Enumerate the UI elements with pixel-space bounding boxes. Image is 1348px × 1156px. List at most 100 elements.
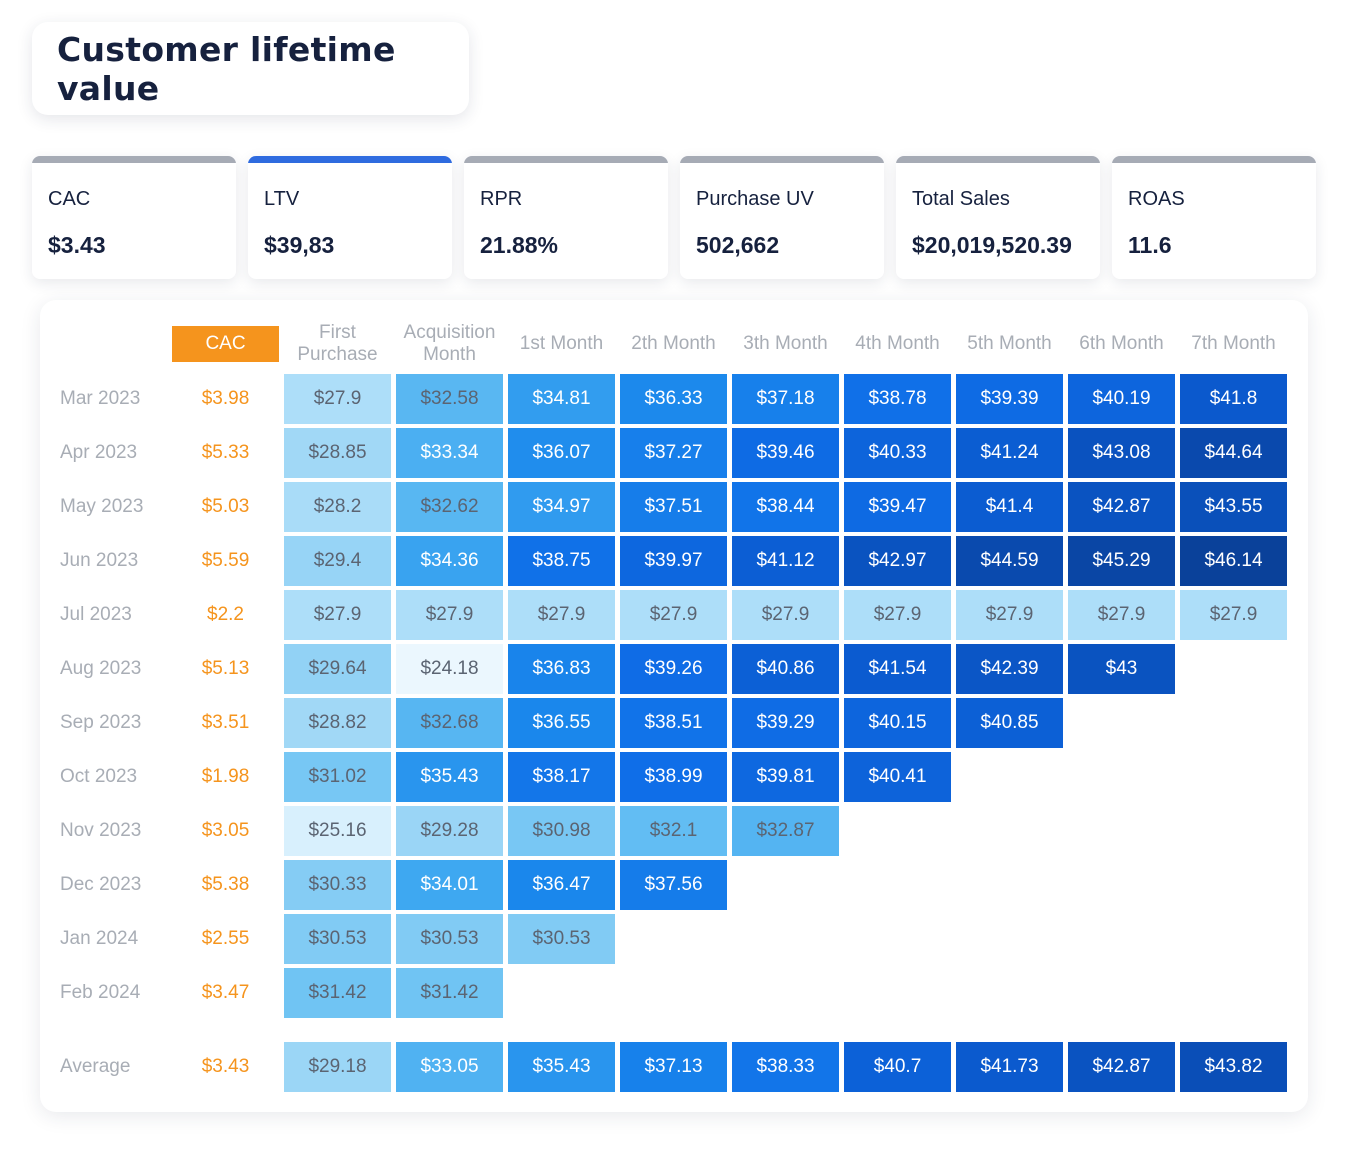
title-card: Customer lifetime value: [32, 22, 469, 115]
heatmap-cell: $38.75: [508, 536, 615, 586]
kpi-label: ROAS: [1128, 188, 1185, 210]
heatmap-cell: $24.18: [396, 644, 503, 694]
heatmap-cell: $32.62: [396, 482, 503, 532]
row-label: Jul 2023: [60, 604, 132, 625]
heatmap-cell: $38.78: [844, 374, 951, 424]
heatmap-cell: $27.9: [508, 590, 615, 640]
heatmap-cell: $31.42: [396, 968, 503, 1018]
heatmap-cell: $29.28: [396, 806, 503, 856]
kpi-value: $39,83: [264, 232, 335, 258]
heatmap-cell: $39.39: [956, 374, 1063, 424]
heatmap-cell: $40.33: [844, 428, 951, 478]
kpi-label: CAC: [48, 188, 91, 210]
heatmap-cell: $30.53: [284, 914, 391, 964]
column-header: 7th Month: [1191, 333, 1276, 354]
average-cell: $35.43: [508, 1042, 615, 1092]
kpi-card-roas[interactable]: ROAS 11.6: [1112, 156, 1316, 279]
row-label: May 2023: [60, 496, 144, 517]
heatmap-cell: $45.29: [1068, 536, 1175, 586]
row-label: Jun 2023: [60, 550, 139, 571]
kpi-label: Total Sales: [912, 188, 1010, 210]
heatmap-cell: $31.02: [284, 752, 391, 802]
heatmap-cell: $41.4: [956, 482, 1063, 532]
ltv-cohort-panel: CAC First Purchase Acquisition Month 1st Mo…: [40, 300, 1308, 1112]
heatmap-cell: $39.81: [732, 752, 839, 802]
heatmap-cell: $29.4: [284, 536, 391, 586]
heatmap-cell: $43.08: [1068, 428, 1175, 478]
heatmap-cell: $30.98: [508, 806, 615, 856]
kpi-value: $20,019,520.39: [912, 232, 1072, 258]
average-cell: $37.13: [620, 1042, 727, 1092]
heatmap-cell: $37.27: [620, 428, 727, 478]
heatmap-cell: $44.59: [956, 536, 1063, 586]
average-cell: $41.73: [956, 1042, 1063, 1092]
cac-value: $3.51: [201, 712, 250, 733]
heatmap-cell: $35.43: [396, 752, 503, 802]
heatmap-cell: $32.68: [396, 698, 503, 748]
cac-column-header: CAC: [172, 326, 279, 362]
heatmap-cell: $40.41: [844, 752, 951, 802]
heatmap-cell: $27.9: [284, 374, 391, 424]
kpi-bar: [464, 156, 668, 163]
heatmap-cell: $43: [1068, 644, 1175, 694]
heatmap-cell: $39.29: [732, 698, 839, 748]
column-header: 5th Month: [967, 333, 1052, 354]
kpi-card-cac[interactable]: CAC $3.43: [32, 156, 236, 279]
heatmap-cell: $38.51: [620, 698, 727, 748]
kpi-value: 11.6: [1128, 232, 1172, 258]
column-header: 1st Month: [519, 333, 604, 354]
kpi-value: $3.43: [48, 232, 106, 258]
heatmap-cell: $33.34: [396, 428, 503, 478]
kpi-card-rpr[interactable]: RPR 21.88%: [464, 156, 668, 279]
column-header: 3th Month: [743, 333, 828, 354]
cohort-heatmap: CAC First Purchase Acquisition Month 1st Mo…: [40, 300, 1308, 1112]
column-header: First Purchase: [297, 322, 378, 365]
kpi-card-purchase-uv[interactable]: Purchase UV 502,662: [680, 156, 884, 279]
heatmap-cell: $36.07: [508, 428, 615, 478]
heatmap-cell: $39.46: [732, 428, 839, 478]
heatmap-cell: $27.9: [732, 590, 839, 640]
heatmap-cell: $42.87: [1068, 482, 1175, 532]
heatmap-cell: $46.14: [1180, 536, 1287, 586]
kpi-label: RPR: [480, 188, 523, 210]
kpi-bar: [248, 156, 452, 163]
heatmap-cell: $36.55: [508, 698, 615, 748]
cac-value: $5.33: [201, 442, 250, 463]
heatmap-cell: $41.24: [956, 428, 1063, 478]
average-cell: $43.82: [1180, 1042, 1287, 1092]
heatmap-cell: $28.82: [284, 698, 391, 748]
heatmap-cell: $40.85: [956, 698, 1063, 748]
heatmap-cell: $40.19: [1068, 374, 1175, 424]
heatmap-cell: $27.9: [1180, 590, 1287, 640]
average-cell: $38.33: [732, 1042, 839, 1092]
heatmap-cell: $42.97: [844, 536, 951, 586]
column-header: Acquisition Month: [403, 322, 496, 365]
heatmap-cell: $34.97: [508, 482, 615, 532]
row-label: Dec 2023: [60, 874, 142, 895]
heatmap-cell: $34.81: [508, 374, 615, 424]
heatmap-cell: $27.9: [956, 590, 1063, 640]
row-label: Aug 2023: [60, 658, 142, 679]
heatmap-cell: $39.26: [620, 644, 727, 694]
column-header: 6th Month: [1079, 333, 1164, 354]
cac-value: $3.98: [201, 388, 250, 409]
average-row-label: Average: [60, 1056, 131, 1077]
heatmap-cell: $37.18: [732, 374, 839, 424]
heatmap-cell: $40.86: [732, 644, 839, 694]
heatmap-cell: $32.1: [620, 806, 727, 856]
cac-value: $3.47: [201, 982, 250, 1003]
average-cell: $40.7: [844, 1042, 951, 1092]
kpi-card-ltv[interactable]: LTV $39,83: [248, 156, 452, 279]
row-label: Feb 2024: [60, 982, 141, 1003]
row-label: Jan 2024: [60, 928, 139, 949]
row-label: Oct 2023: [60, 766, 138, 787]
heatmap-cell: $30.53: [396, 914, 503, 964]
heatmap-cell: $28.85: [284, 428, 391, 478]
heatmap-cell: $30.53: [508, 914, 615, 964]
heatmap-cell: $34.01: [396, 860, 503, 910]
heatmap-cell: $44.64: [1180, 428, 1287, 478]
heatmap-cell: $40.15: [844, 698, 951, 748]
heatmap-cell: $38.17: [508, 752, 615, 802]
heatmap-cell: $27.9: [620, 590, 727, 640]
kpi-card-total-sales[interactable]: Total Sales $20,019,520.39: [896, 156, 1100, 279]
